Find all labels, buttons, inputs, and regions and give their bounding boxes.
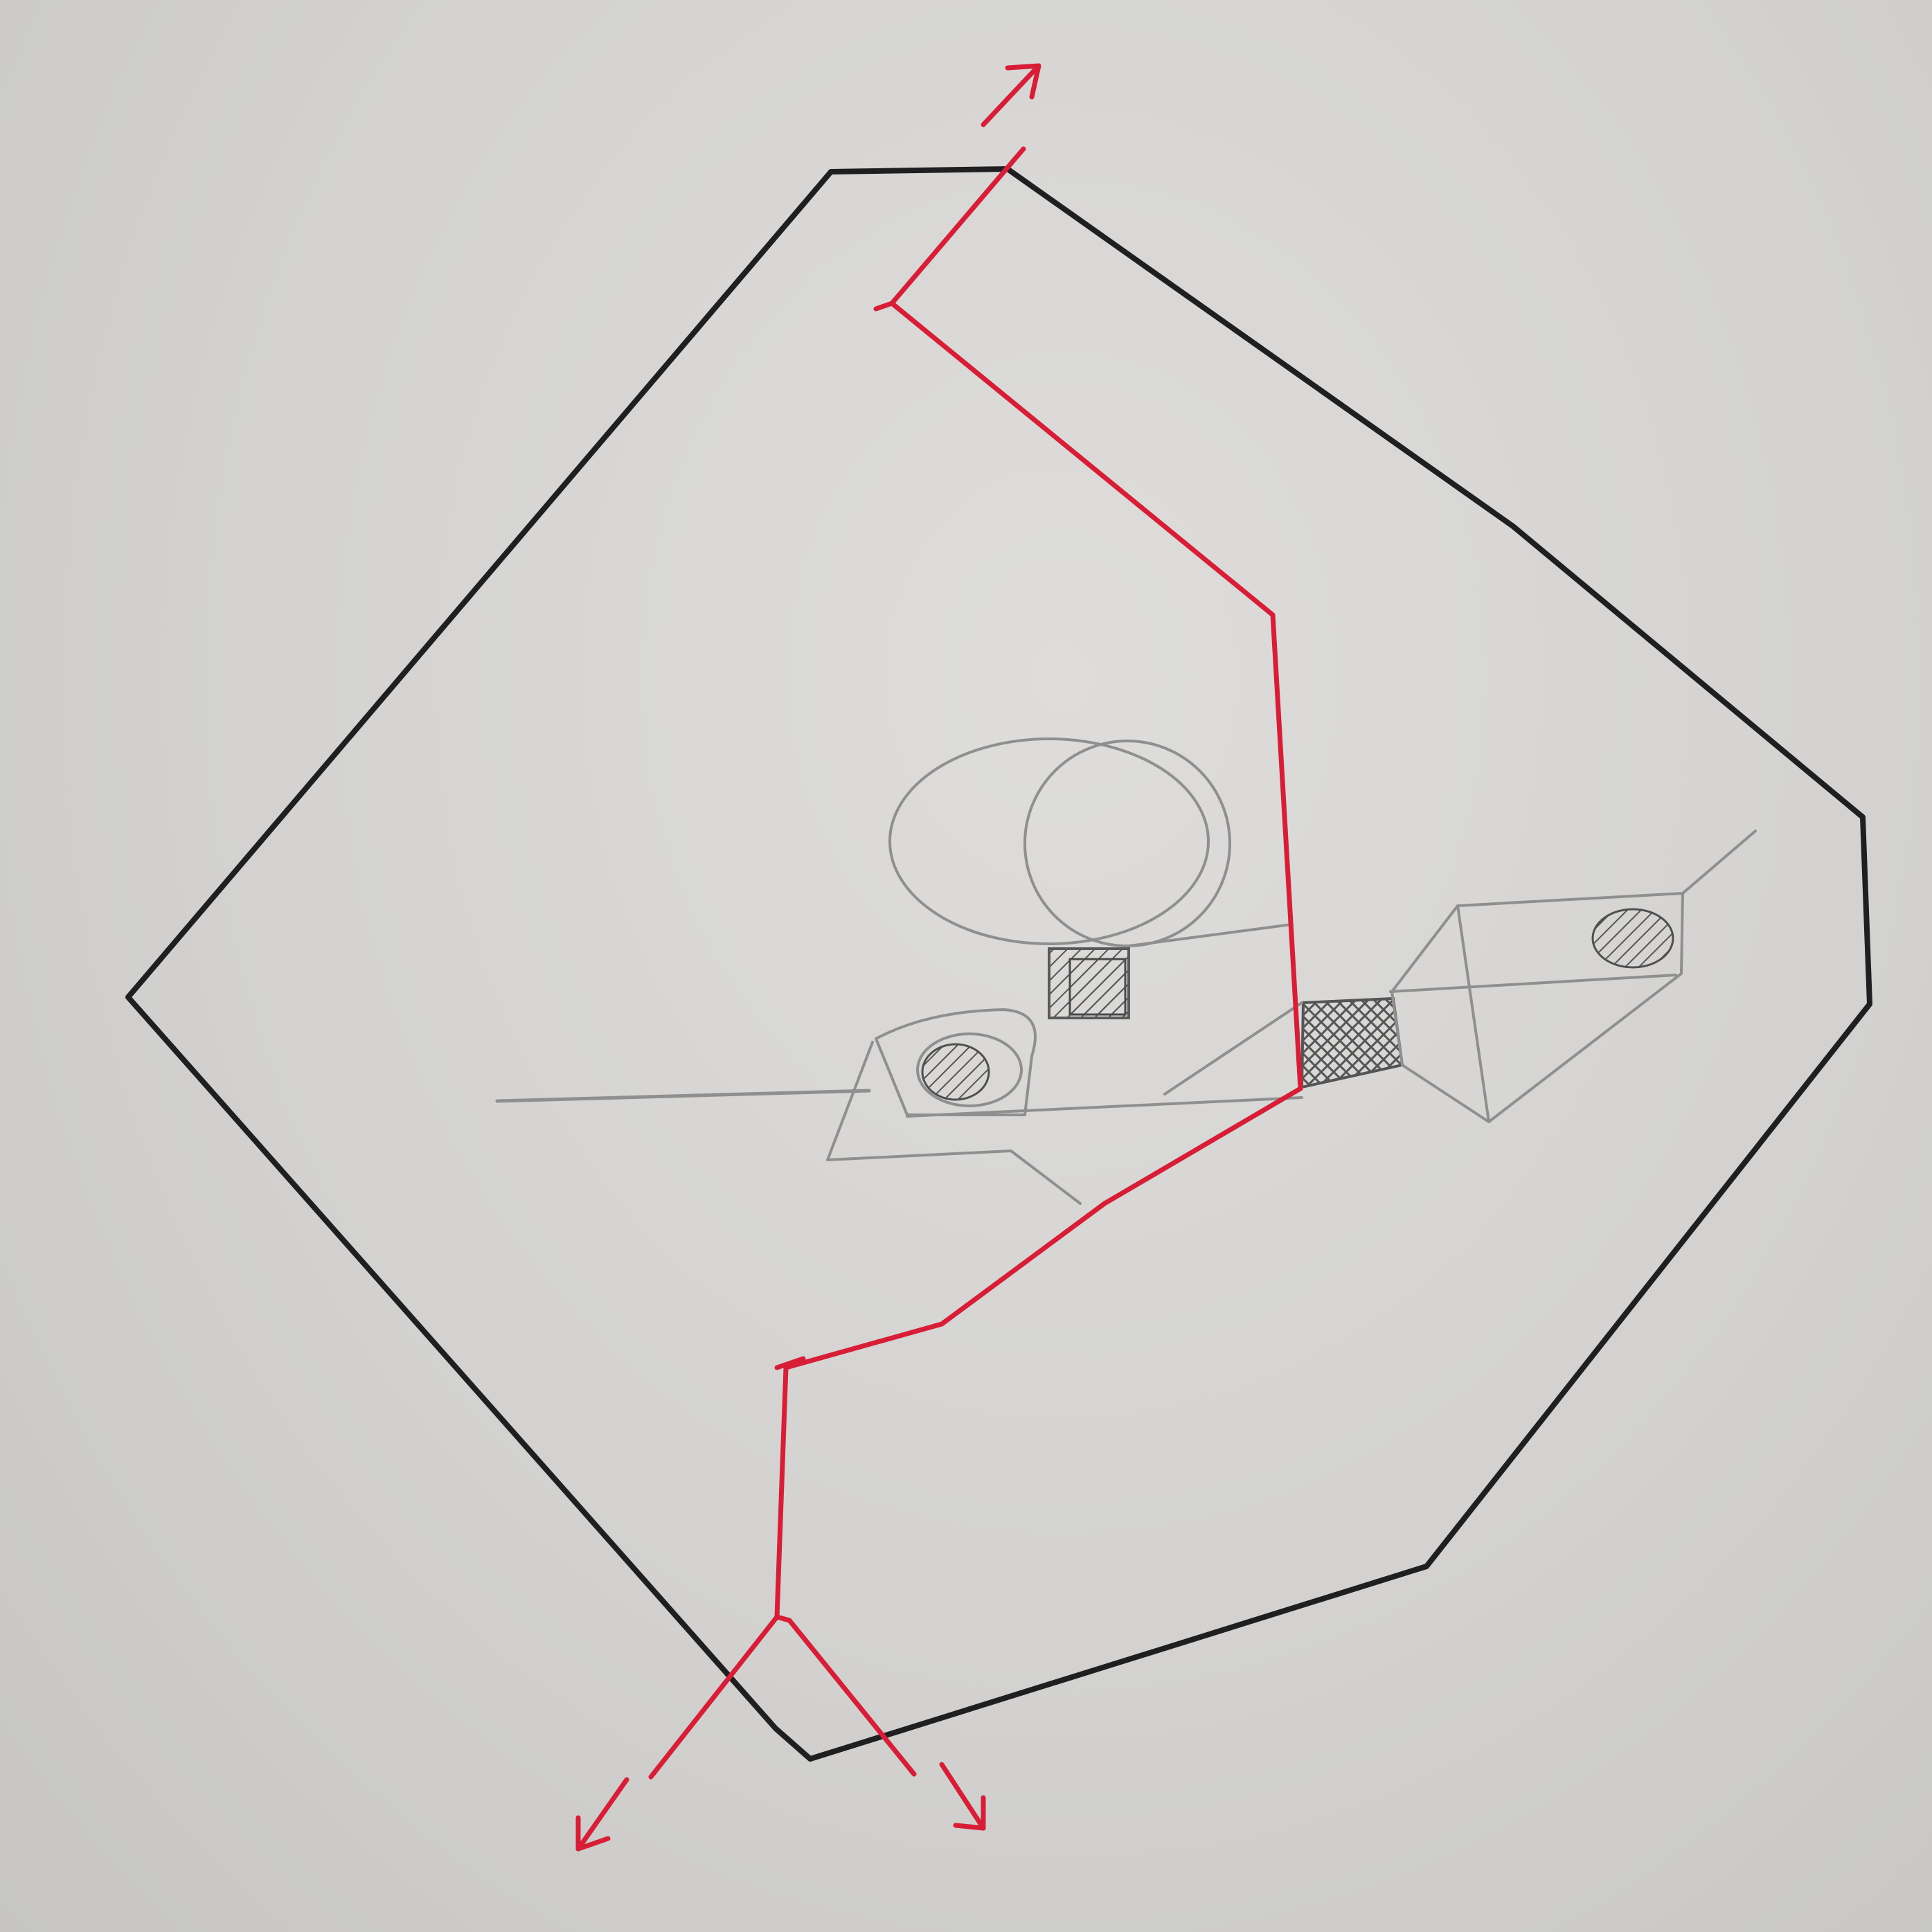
sketch-left-ellipse-outer — [916, 1032, 1023, 1107]
sketch-right-prism — [1163, 830, 1757, 1123]
red-tick-top — [873, 301, 895, 312]
boundary-polygon — [125, 166, 1872, 1762]
arrow-down-left-shaft — [575, 1777, 629, 1852]
pencil-sketch — [495, 737, 1757, 1205]
arrow-up-head — [1005, 63, 1041, 100]
sketch-rod-left — [495, 1089, 871, 1103]
sketch-left-ellipse-hatched — [921, 1043, 990, 1101]
sketch-right-ellipse-hatched — [1591, 908, 1674, 969]
arrow-down-right-head — [953, 1795, 986, 1831]
arrow-down-right-shaft — [939, 1762, 986, 1831]
sketch-crosshatch-band — [1300, 996, 1404, 1089]
sketch-left-wedge — [875, 1008, 1037, 1116]
arrow-down-right-icon — [939, 1762, 986, 1831]
sketch-left-wedge-lower — [826, 1041, 1082, 1205]
sketch-wedge-base-line — [906, 1096, 1303, 1118]
red-path — [575, 63, 1303, 1852]
red-main-path — [774, 146, 1303, 1777]
sketch-cylinder-face — [1023, 740, 1231, 947]
sketch-large-ellipse — [888, 737, 1210, 945]
arrow-up-icon — [981, 63, 1041, 127]
arrow-up-shaft — [981, 63, 1041, 127]
sketch-small-square-hatch — [1068, 958, 1127, 1016]
red-left-branch — [648, 1614, 780, 1780]
red-tick-lower — [774, 1356, 806, 1370]
sketch-cylinder-bottom-line — [1127, 923, 1293, 947]
arrow-down-left-head — [575, 1815, 611, 1852]
arrow-down-left-icon — [575, 1777, 629, 1852]
